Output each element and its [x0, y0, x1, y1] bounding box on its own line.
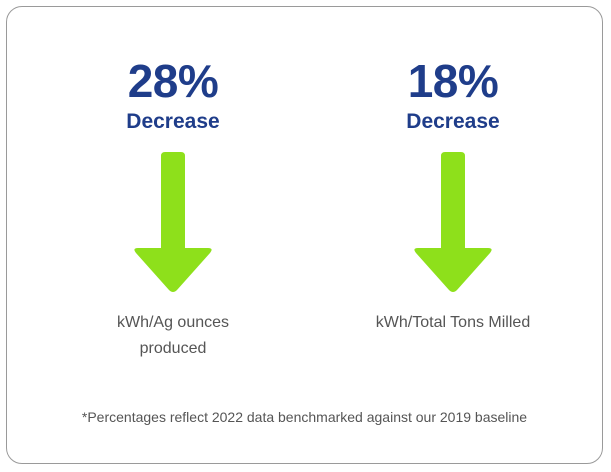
stat-percent: 28%	[127, 55, 219, 107]
stat-percent: 18%	[407, 55, 499, 107]
stat-change-label: Decrease	[126, 110, 220, 133]
footnote: *Percentages reflect 2022 data benchmark…	[81, 409, 528, 425]
stat-change-label: Decrease	[406, 110, 500, 133]
stat-metric-label: kWh/Ag ounces produced	[116, 314, 230, 357]
stat-ag-ounces: 28% Decrease kWh/Ag ounces produced	[53, 55, 293, 362]
stats-card: 28% Decrease kWh/Ag ounces produced 18% …	[6, 6, 603, 464]
stat-metric-label: kWh/Total Tons Milled	[375, 314, 531, 331]
arrow-down-icon	[134, 152, 212, 292]
arrow-down-icon	[414, 152, 492, 292]
stat-total-tons: 18% Decrease kWh/Total Tons Milled	[333, 55, 573, 336]
